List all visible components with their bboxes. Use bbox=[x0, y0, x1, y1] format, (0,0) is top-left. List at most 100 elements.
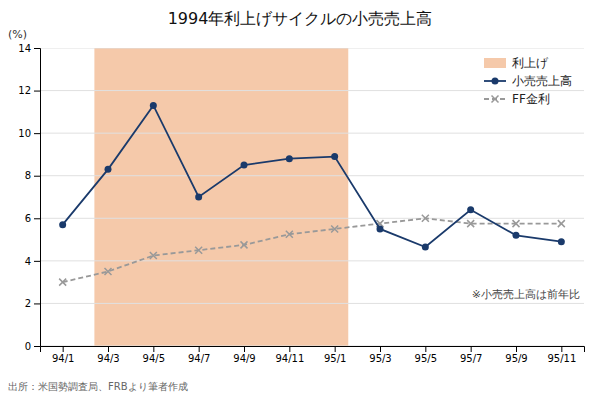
marks bbox=[40, 48, 584, 346]
x-tick: 95/7 bbox=[460, 346, 482, 364]
data-point bbox=[513, 232, 520, 239]
tick-label: 95/1 bbox=[324, 353, 346, 364]
x-tick: 95/5 bbox=[415, 346, 437, 364]
marker-shape bbox=[422, 215, 429, 222]
x-tick: 94/1 bbox=[52, 346, 74, 364]
x-tick: 94/3 bbox=[97, 346, 119, 364]
x-tick: 94/5 bbox=[143, 346, 165, 364]
y-tick: 4 bbox=[25, 256, 40, 267]
data-point bbox=[331, 225, 338, 232]
tick-mark bbox=[561, 346, 562, 352]
note: ※小売売上高は前年比 bbox=[472, 288, 580, 301]
tick-mark bbox=[108, 346, 109, 352]
tick-mark bbox=[34, 218, 40, 219]
x-tick: 94/7 bbox=[188, 346, 210, 364]
legend-marker bbox=[492, 78, 499, 85]
tick-label: 6 bbox=[25, 213, 31, 224]
source: 出所：米国勢調査局、FRBより筆者作成 bbox=[8, 381, 188, 392]
data-point bbox=[105, 268, 112, 275]
data-point bbox=[467, 206, 474, 213]
tick-label: 95/9 bbox=[505, 353, 527, 364]
legend-item: FF金利 bbox=[484, 92, 550, 106]
tick-label: 95/5 bbox=[415, 353, 437, 364]
tick-mark bbox=[34, 303, 40, 304]
tick-label: 8 bbox=[25, 170, 31, 181]
data-point bbox=[286, 231, 293, 238]
legend-label: 小売売上高 bbox=[512, 74, 572, 88]
tick-mark bbox=[34, 346, 40, 347]
tick-label: 12 bbox=[18, 85, 31, 96]
grid-line bbox=[40, 346, 584, 347]
y-tick: 8 bbox=[25, 170, 40, 181]
y-axis: 0 2 4 6 8 10 12 14 bbox=[18, 43, 40, 352]
data-point bbox=[105, 166, 112, 173]
marker-shape bbox=[105, 166, 112, 173]
marker-shape bbox=[241, 162, 248, 169]
marker-shape bbox=[558, 220, 565, 227]
data-point bbox=[150, 252, 157, 259]
y-tick: 14 bbox=[18, 43, 40, 54]
series-line bbox=[63, 105, 562, 247]
grid-line bbox=[40, 260, 584, 261]
grid bbox=[40, 48, 584, 346]
grid-line bbox=[40, 218, 584, 219]
data-point bbox=[286, 155, 293, 162]
tick-mark bbox=[516, 346, 517, 352]
tick-mark bbox=[153, 346, 154, 352]
y-tick: 2 bbox=[25, 298, 40, 309]
marker-shape bbox=[331, 153, 338, 160]
x-tick: 94/11 bbox=[275, 346, 304, 364]
tick-mark bbox=[471, 346, 472, 352]
tick-label: 94/3 bbox=[97, 353, 119, 364]
tick-label: 10 bbox=[18, 128, 31, 139]
marker-shape bbox=[59, 279, 66, 286]
legend-marker-shape bbox=[492, 78, 499, 85]
tick-mark bbox=[199, 346, 200, 352]
marker-shape bbox=[286, 231, 293, 238]
tick-mark bbox=[380, 346, 381, 352]
y-tick: 0 bbox=[25, 341, 40, 352]
marker-shape bbox=[467, 220, 474, 227]
tick-mark bbox=[335, 346, 336, 352]
tick-label: 94/7 bbox=[188, 353, 210, 364]
marker-shape bbox=[467, 206, 474, 213]
shaded-span bbox=[94, 48, 348, 346]
marker-shape bbox=[377, 225, 384, 232]
tick-mark bbox=[34, 48, 40, 49]
marker-shape bbox=[59, 221, 66, 228]
legend-label: FF金利 bbox=[512, 92, 550, 106]
data-point bbox=[241, 162, 248, 169]
legend-item: 小売売上高 bbox=[484, 74, 572, 88]
tick-mark bbox=[289, 346, 290, 352]
marker-shape bbox=[150, 252, 157, 259]
tick-label: 4 bbox=[25, 256, 31, 267]
tick-label: 94/1 bbox=[52, 353, 74, 364]
data-point bbox=[513, 220, 520, 227]
data-point bbox=[467, 220, 474, 227]
data-point bbox=[195, 194, 202, 201]
data-point bbox=[150, 102, 157, 109]
marker-shape bbox=[286, 155, 293, 162]
series bbox=[59, 102, 565, 251]
data-point bbox=[422, 215, 429, 222]
chart-title: 1994年利上げサイクルの小売売上高 bbox=[168, 9, 433, 28]
tick-label: 94/11 bbox=[275, 353, 304, 364]
marker-shape bbox=[241, 241, 248, 248]
tick-label: 14 bbox=[18, 43, 31, 54]
axis-line bbox=[34, 49, 41, 347]
grid-line bbox=[40, 303, 584, 304]
y-tick: 10 bbox=[18, 128, 40, 139]
tick-mark bbox=[34, 133, 40, 134]
marker-shape bbox=[105, 268, 112, 275]
marker-shape bbox=[513, 232, 520, 239]
x-axis: 94/1 94/3 94/5 94/7 94/9 94/11 95/1 95/3 95/5 95/… bbox=[41, 346, 585, 364]
legend: 利上げ小売売上高 FF金利 bbox=[484, 56, 572, 106]
series-line bbox=[63, 218, 562, 282]
marker-shape bbox=[195, 247, 202, 254]
x-tick: 94/9 bbox=[233, 346, 255, 364]
tick-label: 95/3 bbox=[369, 353, 391, 364]
chart-svg: 0 2 4 6 8 10 12 14 94/1 94/3 94/5 94/7 94/9 94/11 95/1… bbox=[0, 0, 600, 400]
data-point bbox=[377, 225, 384, 232]
data-point bbox=[195, 247, 202, 254]
legend-label: 利上げ bbox=[512, 56, 549, 70]
